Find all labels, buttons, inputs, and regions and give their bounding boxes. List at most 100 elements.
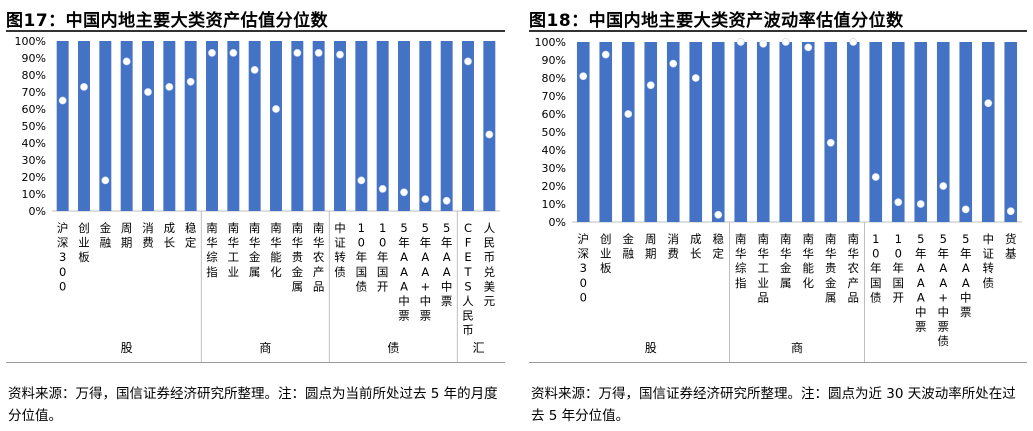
percentile-dot (939, 182, 948, 190)
bar (666, 42, 680, 222)
bar (869, 42, 883, 222)
y-tick-label: 0% (29, 205, 46, 218)
y-tick-label: 10% (22, 188, 46, 201)
category-label: 南华农产品 (848, 232, 860, 304)
category-label: 金融 (623, 232, 635, 261)
y-tick-label: 50% (22, 120, 46, 133)
category-label: 南华贵金属 (825, 232, 837, 304)
bar (56, 41, 69, 211)
bar (462, 41, 474, 211)
category-label: 消费 (142, 221, 154, 250)
category-label: 人民币兑美元 (484, 221, 496, 308)
percentile-dot (894, 198, 903, 207)
category-label: 南华金属 (249, 221, 261, 279)
percentile-dot (229, 48, 238, 57)
bar (981, 42, 995, 222)
bar (206, 41, 218, 211)
bar (227, 41, 240, 211)
category-label: 5 年 A A 中票 (441, 221, 453, 308)
bar (891, 42, 905, 222)
percentile-dot (579, 72, 588, 81)
y-tick-label: 10% (542, 198, 566, 211)
category-label: 中证转债 (983, 232, 995, 290)
source-note: 资料来源：万得，国信证券经济研究所整理。注：圆点为当前所处过去 5 年的月度分位… (8, 386, 498, 424)
percentile-dot (485, 130, 494, 139)
percentile-dot (871, 173, 880, 181)
percentile-dot (849, 38, 858, 46)
percentile-dot (759, 39, 768, 48)
bar (689, 42, 703, 222)
category-label: 5 年 A A A 中票 (915, 232, 927, 334)
percentile-dot (826, 138, 835, 147)
y-tick-label: 30% (22, 154, 46, 167)
category-label: 成长 (690, 232, 702, 261)
y-tick-label: 40% (22, 137, 46, 150)
bar (312, 41, 325, 211)
y-tick-label: 60% (22, 103, 46, 116)
chart-title: 图17：中国内地主要大类资产估值分位数 (6, 11, 329, 31)
percentile-dot (165, 83, 174, 91)
bar (184, 41, 197, 211)
percentile-dot (961, 205, 970, 214)
valuation-percentile-chart: 0% 10% 20% 30% 40% 50% 60% 70% 80% 90% 100% 沪深 3 0 0 创业… (15, 35, 500, 362)
percentile-dot (250, 66, 259, 74)
chart-panel-17: 图17：中国内地主要大类资产估值分位数 0% 10% 20% 30% 40% 50% 60%… (6, 0, 505, 431)
group-label: 债 (387, 341, 399, 355)
bar (99, 41, 112, 211)
y-tick-label: 50% (542, 126, 566, 139)
bar (142, 41, 154, 211)
percentile-dot (714, 210, 723, 219)
y-tick-label: 90% (542, 54, 566, 67)
percentile-dot (916, 200, 925, 208)
source-note: 资料来源：万得，国信证券经济研究所整理。注：圆点为近 30 天波动率所处在过去 … (531, 386, 1016, 424)
bar (440, 41, 453, 211)
percentile-dot (336, 50, 344, 59)
category-label: 南华金属 (780, 232, 792, 290)
percentile-dot (378, 184, 387, 193)
percentile-dot (804, 43, 813, 52)
percentile-dot (1006, 207, 1015, 216)
category-label: 沪深 3 0 0 (578, 232, 590, 304)
y-tick-label: 80% (22, 69, 46, 82)
category-label: 创业板 (78, 221, 90, 264)
y-tick-label: 100% (15, 35, 46, 48)
bar (483, 41, 496, 211)
bar (291, 41, 304, 211)
y-tick-label: 40% (542, 144, 566, 157)
percentile-dot (122, 57, 131, 66)
percentile-dot (186, 77, 195, 86)
percentile-dot (357, 176, 366, 185)
group-label: 股 (121, 341, 133, 355)
percentile-dot (80, 83, 88, 91)
bar (711, 42, 725, 222)
category-label: 南华能化 (803, 232, 815, 290)
percentile-dot (984, 99, 993, 108)
percentile-dot (464, 57, 472, 66)
percentile-dot (601, 50, 610, 59)
category-label: 南华农产品 (313, 221, 325, 293)
category-label: 南华能化 (270, 221, 282, 279)
percentile-dot (669, 59, 678, 68)
percentile-dot (400, 188, 408, 197)
percentile-dot (144, 88, 152, 96)
bar (78, 41, 90, 211)
bar (599, 42, 613, 222)
bar (248, 41, 261, 211)
y-tick-label: 20% (22, 171, 46, 184)
chart-area: 0% 10% 20% 30% 40% 50% 60% 70% 80% 90% 100% 沪深 3 0 0 创业… (6, 34, 505, 363)
bar (734, 42, 748, 222)
y-tick-label: 60% (542, 108, 566, 121)
category-label: 创业板 (600, 232, 612, 275)
bar (824, 42, 838, 222)
category-label: 沪深 3 0 0 (57, 221, 69, 293)
bar (959, 42, 973, 222)
y-tick-label: 20% (542, 180, 566, 193)
bar (801, 42, 815, 222)
category-label: 周期 (645, 232, 657, 261)
category-label: 1 0 年国债 (356, 221, 368, 293)
bar (914, 42, 928, 222)
bar (376, 41, 389, 211)
category-label: 1 0 年国债 (870, 232, 882, 304)
category-label: 成长 (164, 221, 176, 250)
category-label: 消费 (668, 232, 680, 261)
